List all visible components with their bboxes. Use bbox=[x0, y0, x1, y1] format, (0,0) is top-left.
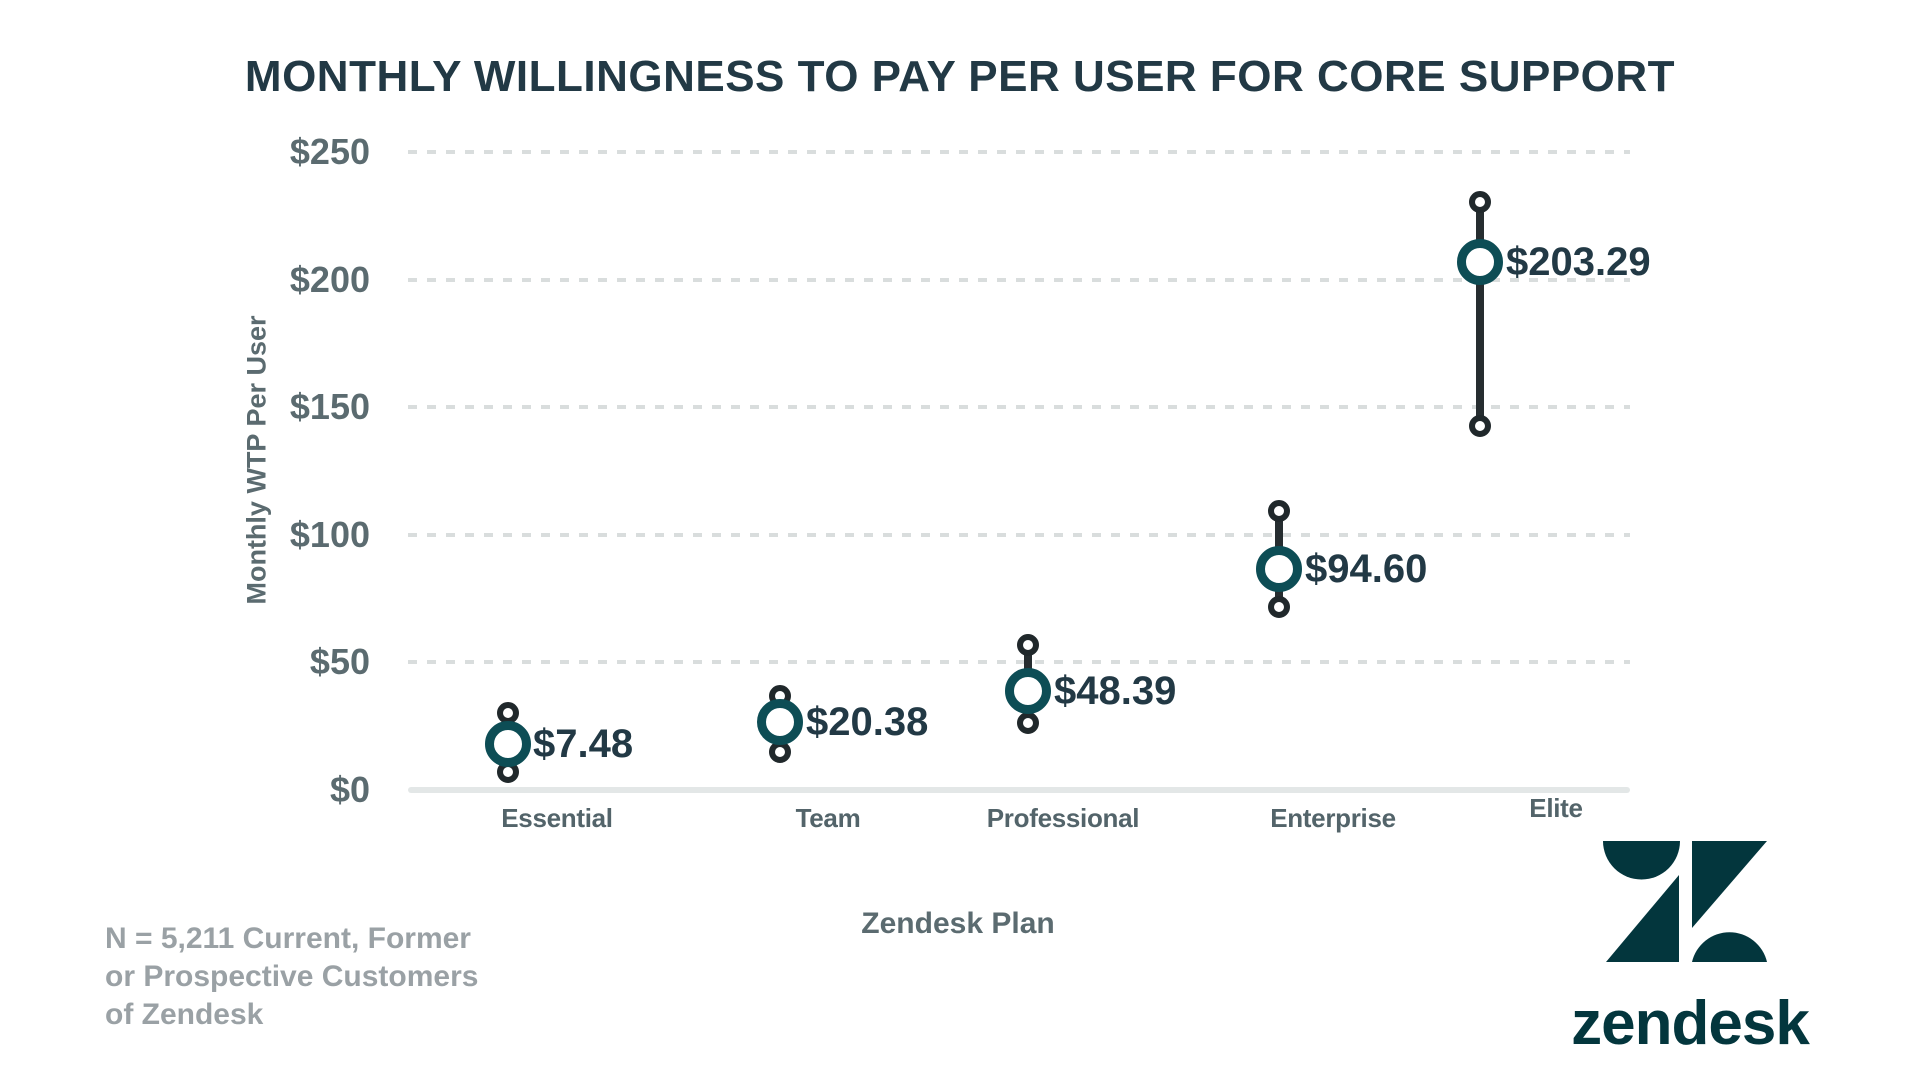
value-label-elite: $203.29 bbox=[1506, 240, 1651, 284]
category-label-essential: Essential bbox=[501, 803, 613, 833]
value-label-team: $20.38 bbox=[806, 700, 929, 744]
mean-marker-enterprise bbox=[1256, 546, 1302, 592]
ytick-50: $50 bbox=[309, 641, 370, 682]
gridline-150 bbox=[408, 405, 1630, 409]
category-label-enterprise: Enterprise bbox=[1270, 803, 1396, 833]
range-low-marker-professional bbox=[1017, 712, 1039, 734]
value-label-professional: $48.39 bbox=[1054, 669, 1177, 713]
category-label-team: Team bbox=[795, 803, 861, 833]
value-label-essential: $7.48 bbox=[533, 722, 634, 766]
gridline-100 bbox=[408, 533, 1630, 537]
mean-marker-team bbox=[757, 699, 803, 745]
range-low-marker-elite bbox=[1469, 415, 1491, 437]
x-axis-baseline bbox=[408, 787, 1630, 793]
category-label-professional: Professional bbox=[986, 803, 1140, 833]
sample-size-note-line1: N = 5,211 Current, Former bbox=[105, 922, 471, 955]
value-label-enterprise: $94.60 bbox=[1305, 547, 1428, 591]
zendesk-wordmark: zendesk bbox=[1571, 989, 1810, 1058]
mean-marker-elite bbox=[1457, 239, 1503, 285]
gridline-200 bbox=[408, 278, 1630, 282]
chart-title: MONTHLY WILLINGNESS TO PAY PER USER FOR … bbox=[244, 52, 1676, 101]
ytick-0: $0 bbox=[329, 769, 370, 810]
x-axis-title: Zendesk Plan bbox=[861, 907, 1055, 940]
range-high-marker-elite bbox=[1469, 191, 1491, 213]
mean-marker-professional bbox=[1005, 668, 1051, 714]
sample-size-note-line2: or Prospective Customers bbox=[105, 960, 479, 993]
category-label-elite: Elite bbox=[1529, 793, 1583, 823]
ytick-150: $150 bbox=[289, 386, 370, 427]
range-high-marker-enterprise bbox=[1268, 500, 1290, 522]
ytick-200: $200 bbox=[289, 259, 370, 300]
range-high-marker-professional bbox=[1017, 634, 1039, 656]
ytick-250: $250 bbox=[289, 131, 370, 172]
mean-marker-essential bbox=[485, 721, 531, 767]
range-low-marker-enterprise bbox=[1268, 596, 1290, 618]
zendesk-logo-icon bbox=[1603, 841, 1767, 962]
y-axis-title: Monthly WTP Per User bbox=[241, 315, 272, 605]
gridline-50 bbox=[408, 660, 1630, 664]
ytick-100: $100 bbox=[289, 514, 370, 555]
gridline-250 bbox=[408, 150, 1630, 154]
range-line-elite bbox=[1476, 202, 1484, 426]
sample-size-note: N = 5,211 Current, Former or Prospective… bbox=[105, 920, 478, 1034]
sample-size-note-line3: of Zendesk bbox=[105, 998, 264, 1031]
